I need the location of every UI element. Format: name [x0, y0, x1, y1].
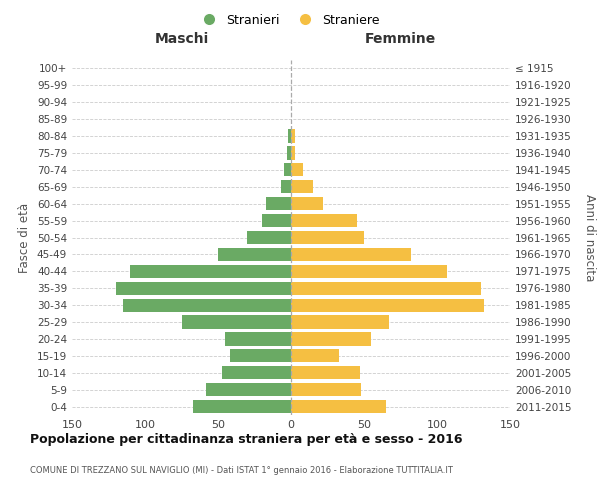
Bar [230, 349, 291, 362]
Y-axis label: Fasce di età: Fasce di età [19, 202, 31, 272]
Bar [281, 180, 291, 194]
Bar [206, 383, 291, 396]
Legend: Stranieri, Straniere: Stranieri, Straniere [191, 8, 385, 32]
Bar [291, 231, 364, 244]
Bar [247, 231, 291, 244]
Bar [284, 164, 291, 176]
Bar [288, 130, 291, 142]
Bar [291, 400, 386, 413]
Bar [262, 214, 291, 227]
Bar [218, 248, 291, 261]
Bar [291, 248, 411, 261]
Bar [223, 366, 291, 380]
Bar [291, 180, 313, 194]
Bar [116, 282, 291, 295]
Text: Femmine: Femmine [365, 32, 436, 46]
Bar [291, 316, 389, 328]
Bar [182, 316, 291, 328]
Y-axis label: Anni di nascita: Anni di nascita [583, 194, 596, 281]
Bar [130, 264, 291, 278]
Bar [287, 146, 291, 160]
Bar [291, 164, 302, 176]
Bar [266, 197, 291, 210]
Bar [123, 298, 291, 312]
Bar [291, 383, 361, 396]
Bar [291, 146, 295, 160]
Bar [291, 349, 339, 362]
Bar [291, 298, 484, 312]
Bar [226, 332, 291, 345]
Bar [291, 282, 481, 295]
Bar [291, 197, 323, 210]
Bar [291, 264, 447, 278]
Bar [291, 130, 295, 142]
Bar [291, 214, 356, 227]
Text: Popolazione per cittadinanza straniera per età e sesso - 2016: Popolazione per cittadinanza straniera p… [30, 432, 463, 446]
Text: COMUNE DI TREZZANO SUL NAVIGLIO (MI) - Dati ISTAT 1° gennaio 2016 - Elaborazione: COMUNE DI TREZZANO SUL NAVIGLIO (MI) - D… [30, 466, 453, 475]
Bar [291, 366, 359, 380]
Bar [193, 400, 291, 413]
Bar [291, 332, 371, 345]
Text: Maschi: Maschi [154, 32, 209, 46]
